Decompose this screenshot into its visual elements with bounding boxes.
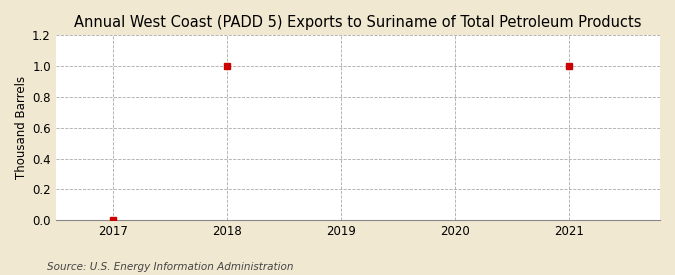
Y-axis label: Thousand Barrels: Thousand Barrels [15, 76, 28, 179]
Title: Annual West Coast (PADD 5) Exports to Suriname of Total Petroleum Products: Annual West Coast (PADD 5) Exports to Su… [74, 15, 642, 30]
Text: Source: U.S. Energy Information Administration: Source: U.S. Energy Information Administ… [47, 262, 294, 272]
